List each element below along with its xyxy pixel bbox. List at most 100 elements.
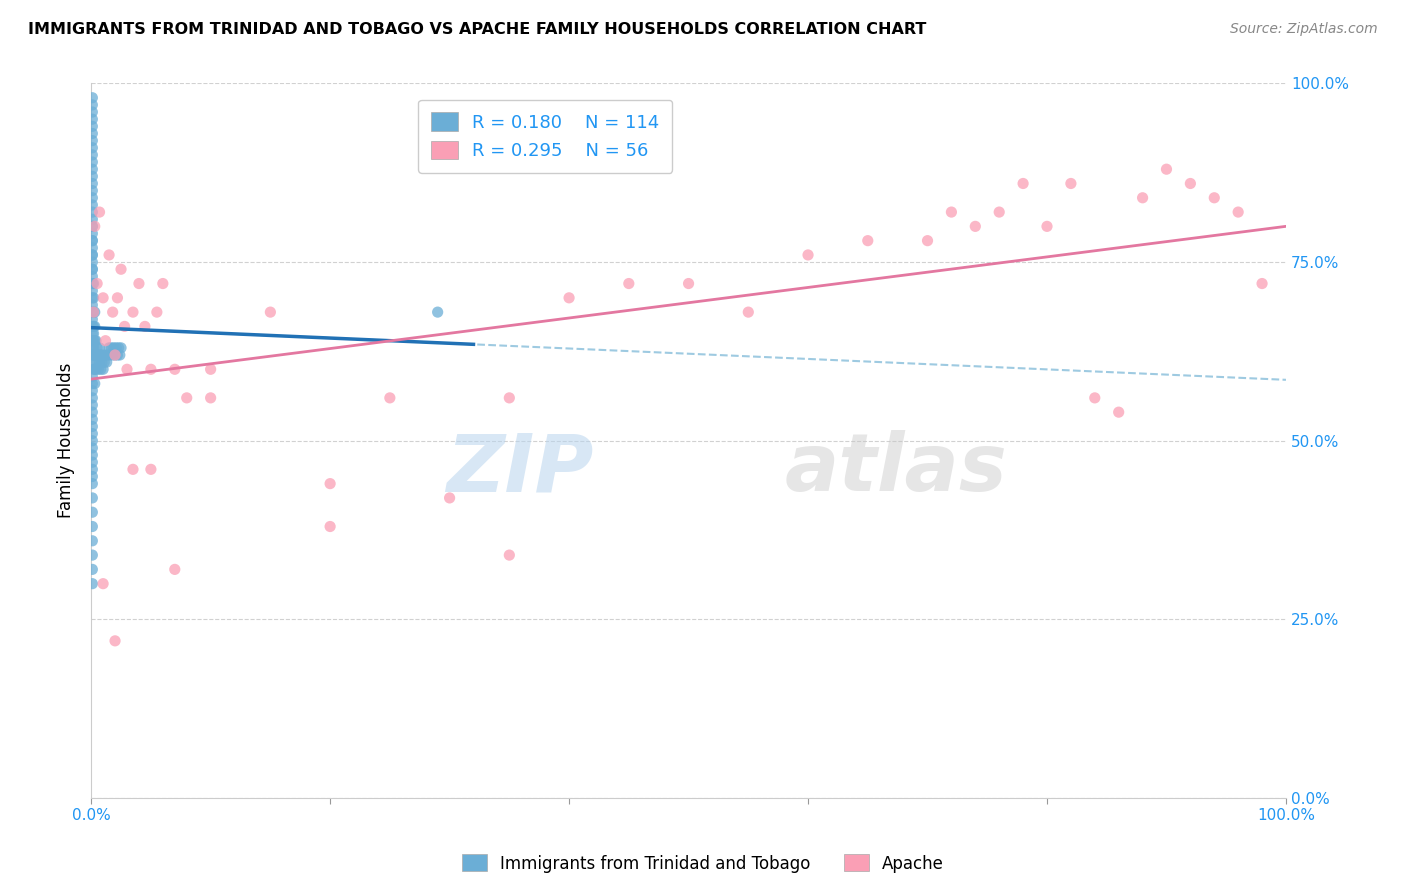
Point xyxy=(1156,162,1178,177)
Point xyxy=(82,434,104,448)
Point xyxy=(103,341,125,355)
Point xyxy=(101,305,124,319)
Point xyxy=(87,362,110,376)
Point xyxy=(90,348,112,362)
Point xyxy=(82,448,104,462)
Point xyxy=(82,91,104,105)
Point xyxy=(98,348,121,362)
Point xyxy=(115,362,138,376)
Point xyxy=(82,462,104,476)
Point xyxy=(82,269,104,284)
Point xyxy=(90,355,112,369)
Point xyxy=(82,491,104,505)
Point xyxy=(856,234,879,248)
Point xyxy=(82,241,104,255)
Point xyxy=(100,341,122,355)
Y-axis label: Family Households: Family Households xyxy=(58,363,75,518)
Point xyxy=(426,305,449,319)
Point xyxy=(82,155,104,169)
Point xyxy=(558,291,581,305)
Point xyxy=(82,548,104,562)
Point xyxy=(104,348,127,362)
Point xyxy=(82,298,104,312)
Point xyxy=(82,412,104,426)
Point xyxy=(91,348,114,362)
Point xyxy=(83,305,105,319)
Point xyxy=(82,426,104,441)
Point xyxy=(82,334,104,348)
Point xyxy=(82,519,104,533)
Point xyxy=(1084,391,1107,405)
Point xyxy=(82,141,104,155)
Point xyxy=(89,341,111,355)
Point xyxy=(941,205,963,219)
Point xyxy=(82,234,104,248)
Point xyxy=(97,348,120,362)
Point xyxy=(94,334,117,348)
Text: ZIP: ZIP xyxy=(446,430,593,508)
Point xyxy=(1108,405,1130,419)
Point xyxy=(82,205,104,219)
Text: IMMIGRANTS FROM TRINIDAD AND TOBAGO VS APACHE FAMILY HOUSEHOLDS CORRELATION CHAR: IMMIGRANTS FROM TRINIDAD AND TOBAGO VS A… xyxy=(28,22,927,37)
Point xyxy=(82,369,104,384)
Point xyxy=(82,219,104,234)
Point xyxy=(84,348,107,362)
Point xyxy=(83,305,105,319)
Point xyxy=(498,548,520,562)
Point xyxy=(89,355,111,369)
Point xyxy=(107,341,129,355)
Point xyxy=(82,405,104,419)
Point xyxy=(319,476,342,491)
Point xyxy=(82,184,104,198)
Point xyxy=(82,248,104,262)
Point xyxy=(104,348,127,362)
Point xyxy=(152,277,174,291)
Point xyxy=(82,284,104,298)
Point xyxy=(83,376,105,391)
Point xyxy=(82,341,104,355)
Point xyxy=(82,127,104,141)
Point xyxy=(83,291,105,305)
Point xyxy=(82,255,104,269)
Point xyxy=(82,533,104,548)
Point xyxy=(89,205,111,219)
Point xyxy=(319,519,342,533)
Point xyxy=(83,348,105,362)
Point xyxy=(82,120,104,134)
Point xyxy=(988,205,1011,219)
Point xyxy=(82,391,104,405)
Point xyxy=(82,576,104,591)
Point xyxy=(90,362,112,376)
Point xyxy=(82,562,104,576)
Point xyxy=(139,362,162,376)
Point xyxy=(83,362,105,376)
Point xyxy=(98,248,121,262)
Point xyxy=(91,576,114,591)
Point xyxy=(965,219,987,234)
Point xyxy=(84,362,107,376)
Point xyxy=(82,227,104,241)
Point xyxy=(110,341,132,355)
Point xyxy=(91,362,114,376)
Point xyxy=(83,219,105,234)
Point xyxy=(108,348,131,362)
Point xyxy=(163,562,186,576)
Point xyxy=(82,234,104,248)
Point xyxy=(82,191,104,205)
Legend: R = 0.180    N = 114, R = 0.295    N = 56: R = 0.180 N = 114, R = 0.295 N = 56 xyxy=(418,100,672,173)
Point xyxy=(134,319,156,334)
Point xyxy=(678,277,700,291)
Point xyxy=(82,348,104,362)
Point xyxy=(93,355,115,369)
Point xyxy=(1204,191,1226,205)
Point xyxy=(82,476,104,491)
Point xyxy=(86,341,108,355)
Point xyxy=(139,462,162,476)
Point xyxy=(1132,191,1154,205)
Point xyxy=(1180,177,1202,191)
Point xyxy=(83,334,105,348)
Point xyxy=(176,391,198,405)
Point xyxy=(83,355,105,369)
Point xyxy=(82,262,104,277)
Point xyxy=(82,262,104,277)
